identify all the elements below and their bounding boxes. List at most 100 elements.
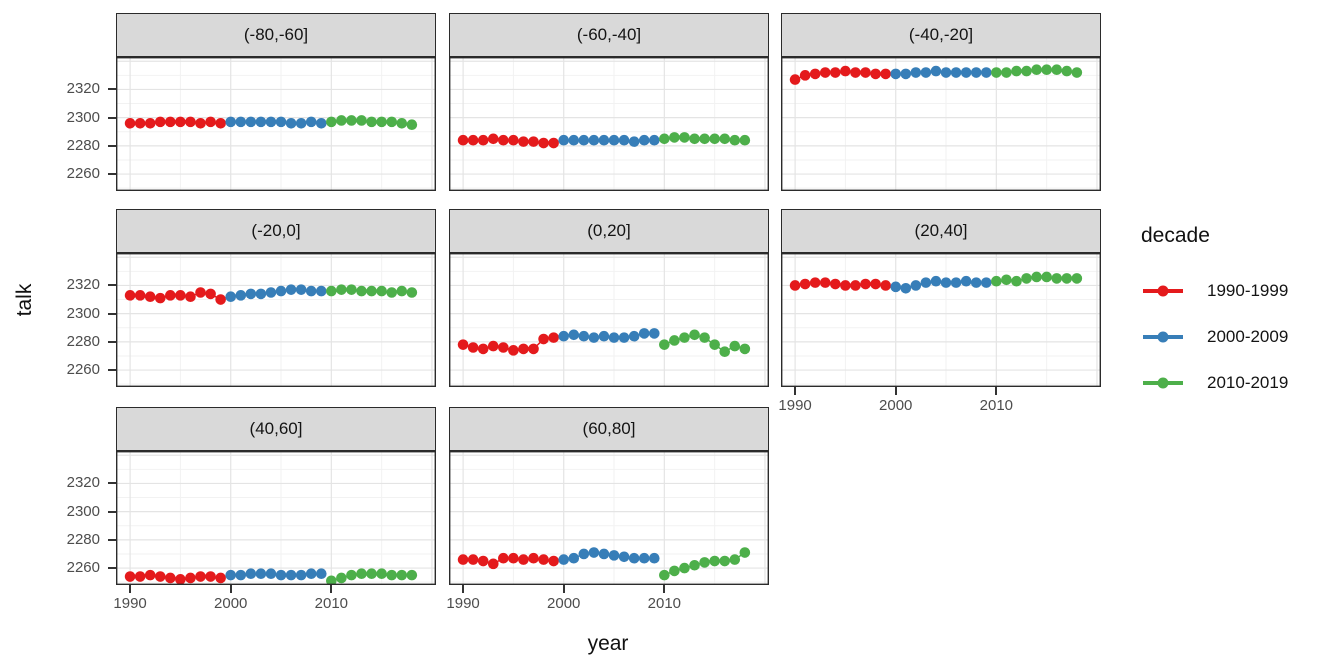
data-point (315, 117, 327, 129)
data-point (195, 287, 206, 298)
data-point (598, 548, 610, 560)
data-point (679, 562, 690, 574)
data-point (819, 67, 831, 78)
data-point (669, 335, 680, 346)
legend-item-label: 2010-2019 (1207, 373, 1289, 392)
data-point (376, 285, 387, 297)
data-point (648, 552, 660, 564)
data-point (809, 68, 821, 80)
data-point (498, 342, 509, 353)
data-point (548, 137, 559, 149)
data-point (215, 294, 226, 305)
facet-strip-label: (-20,0] (251, 221, 301, 240)
data-point (225, 291, 237, 303)
data-point (366, 568, 377, 580)
data-point (980, 277, 992, 288)
data-point (578, 134, 590, 146)
data-point (457, 554, 469, 565)
data-point (709, 339, 720, 350)
data-point (165, 572, 176, 584)
legend-item: 2000-2009 (1141, 314, 1288, 360)
data-point (346, 569, 357, 581)
y-tick-label: 2260 (66, 361, 100, 379)
data-point (1041, 271, 1052, 283)
data-point (498, 134, 509, 146)
data-point (467, 342, 479, 353)
legend-item: 2010-2019 (1141, 360, 1288, 406)
facet-strip: (-60,-40] (449, 13, 769, 57)
data-point (558, 554, 570, 565)
data-point (205, 288, 216, 300)
data-point (699, 332, 710, 343)
data-point (699, 133, 710, 145)
data-point (991, 275, 1002, 287)
data-point (175, 116, 186, 128)
data-point (659, 339, 670, 350)
data-point (205, 116, 216, 128)
data-point (960, 67, 972, 78)
data-point (659, 133, 670, 145)
y-tick-mark (108, 144, 116, 147)
data-point (508, 345, 519, 356)
facet-panel (116, 451, 436, 585)
y-tick-mark (108, 312, 116, 315)
facet-strip: (40,60] (116, 407, 436, 451)
data-point (305, 285, 317, 297)
data-point (729, 134, 741, 146)
data-point (930, 65, 942, 77)
facet-panel (781, 57, 1101, 191)
data-point (548, 555, 559, 567)
data-point (376, 568, 387, 580)
data-point (1051, 273, 1063, 284)
legend-items: 1990-1999 2000-2009 2010-2019 (1141, 268, 1288, 406)
data-point (124, 290, 136, 301)
data-point (467, 134, 479, 146)
data-point (709, 555, 720, 567)
x-tick-label: 2000 (214, 595, 248, 612)
data-point (457, 134, 469, 146)
data-point (709, 133, 720, 145)
data-point (739, 547, 751, 558)
data-point (386, 569, 398, 581)
data-point (406, 287, 418, 298)
data-point (508, 552, 519, 564)
y-tick-mark (108, 538, 116, 541)
data-point (185, 116, 196, 128)
data-point (195, 571, 206, 582)
data-point (890, 281, 902, 293)
data-point (356, 568, 367, 580)
data-point (205, 571, 216, 582)
y-tick-label: 2320 (66, 276, 100, 294)
data-point (528, 343, 539, 355)
data-point (809, 277, 821, 288)
data-point (265, 116, 277, 128)
data-point (588, 547, 600, 558)
data-point (215, 572, 226, 584)
data-point (900, 68, 912, 80)
y-tick-label: 2300 (66, 108, 100, 126)
data-point (477, 343, 489, 355)
facet-panel (449, 57, 769, 191)
data-point (165, 290, 176, 301)
data-point (719, 346, 731, 358)
data-point (144, 117, 156, 129)
data-point (608, 550, 620, 561)
data-point (1041, 64, 1052, 75)
y-tick-mark (108, 173, 116, 176)
data-point (558, 134, 570, 146)
data-point (950, 67, 962, 78)
data-point (295, 284, 307, 295)
data-point (618, 332, 630, 343)
data-point (568, 329, 580, 341)
x-tick-label: 2000 (547, 595, 581, 612)
data-point (991, 67, 1002, 78)
data-point (1001, 67, 1012, 78)
data-point (1011, 275, 1022, 287)
data-point (628, 136, 640, 147)
data-point (588, 332, 600, 343)
y-tick-label: 2300 (66, 304, 100, 322)
x-tick-label: 2000 (879, 397, 913, 414)
data-point (185, 291, 196, 303)
data-point (970, 67, 982, 78)
